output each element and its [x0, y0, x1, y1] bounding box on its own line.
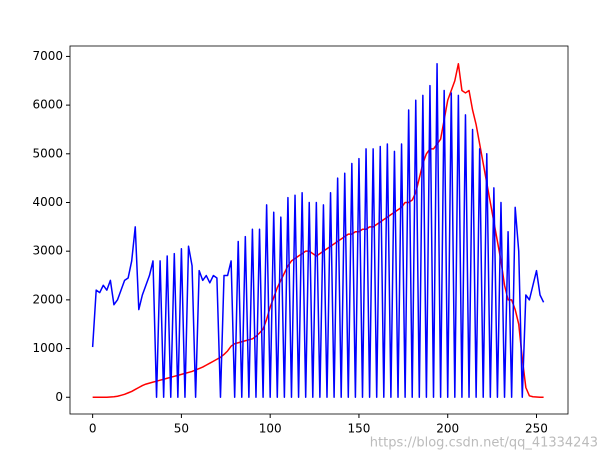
data-line [92, 62, 544, 398]
watermark: https://blog.csdn.net/qq_41334243 [370, 436, 598, 451]
x-tick-label: 50 [174, 422, 189, 436]
data-line [91, 62, 545, 398]
y-tick-label: 4000 [32, 195, 63, 209]
x-tick-label: 150 [347, 422, 370, 436]
y-tick-label: 6000 [32, 98, 63, 112]
x-tick-label: 100 [259, 422, 282, 436]
y-tick-label: 3000 [32, 244, 63, 258]
y-tick-label: 2000 [32, 292, 63, 306]
x-tick-label: 250 [525, 422, 548, 436]
y-tick-label: 7000 [32, 49, 63, 63]
plot-frame [69, 45, 569, 415]
y-tick-label: 5000 [32, 146, 63, 160]
x-tick-label: 200 [436, 422, 459, 436]
y-tick-label: 1000 [32, 341, 63, 355]
y-tick-label: 0 [55, 390, 63, 404]
x-tick-label: 0 [89, 422, 97, 436]
